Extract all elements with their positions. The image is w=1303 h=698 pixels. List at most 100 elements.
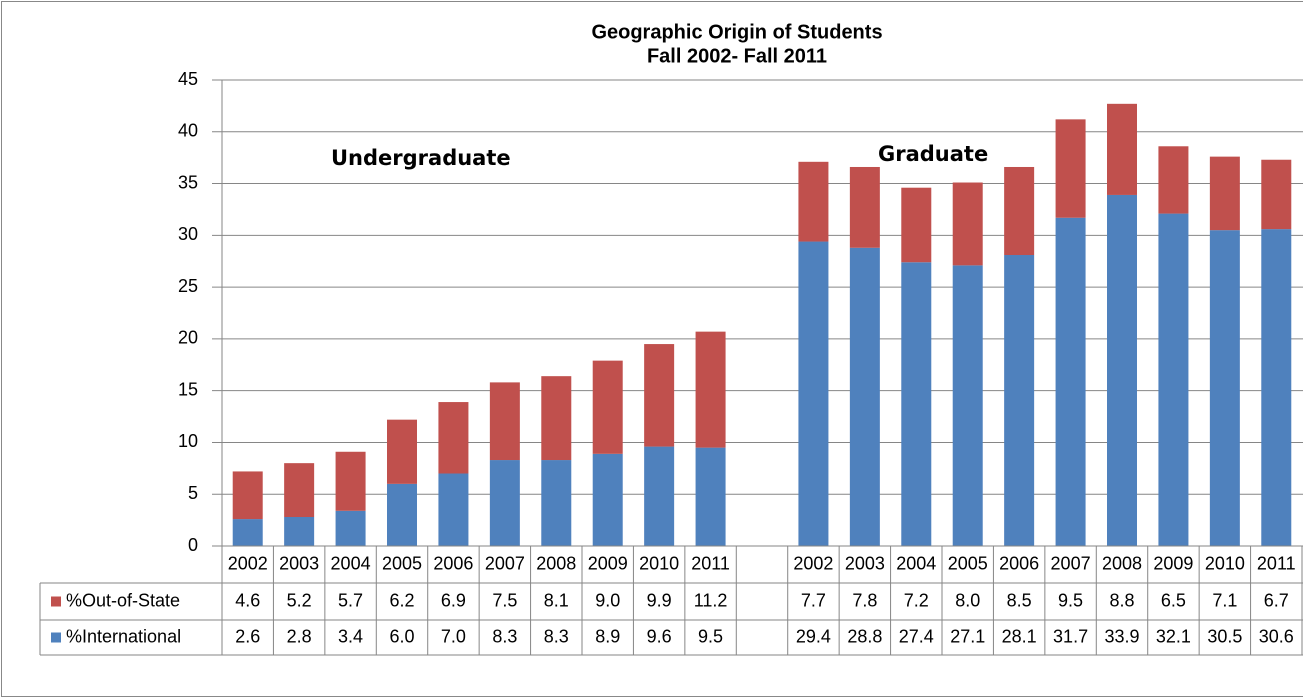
table-value: 31.7 <box>1053 626 1088 646</box>
x-tick-label: 2002 <box>228 553 268 573</box>
bar-segment <box>1055 119 1086 218</box>
table-value: 2.8 <box>287 626 312 646</box>
y-tick-label: 0 <box>188 535 198 555</box>
x-tick-label: 2003 <box>279 553 319 573</box>
bar-segment <box>1004 166 1035 256</box>
table-value: 6.5 <box>1161 590 1186 610</box>
x-tick-label: 2009 <box>588 553 628 573</box>
y-tick-label: 40 <box>178 121 198 141</box>
bar-segment <box>335 451 366 511</box>
table-value: 7.0 <box>441 626 466 646</box>
table-value: 6.2 <box>389 590 414 610</box>
x-tick-label: 2007 <box>485 553 525 573</box>
bar-segment <box>592 453 623 546</box>
table-value: 9.0 <box>595 590 620 610</box>
table-value: 8.1 <box>544 590 569 610</box>
y-tick-label: 25 <box>178 276 198 296</box>
bar-segment <box>387 483 417 546</box>
bar-segment <box>1107 103 1137 195</box>
bar-segment <box>387 419 417 484</box>
bar-segment <box>644 446 675 546</box>
table-value: 7.5 <box>492 590 517 610</box>
bar-segment <box>849 247 880 546</box>
table-value: 8.3 <box>544 626 569 646</box>
x-tick-label: 2008 <box>1102 553 1142 573</box>
legend-key <box>51 632 61 643</box>
x-tick-label: 2008 <box>536 553 576 573</box>
bar-segment <box>1158 146 1189 214</box>
table-value: 3.4 <box>338 626 363 646</box>
x-tick-label: 2005 <box>948 553 988 573</box>
bar-segment <box>438 473 469 546</box>
chart-title: Geographic Origin of Students <box>591 21 882 43</box>
y-tick-label: 30 <box>178 224 198 244</box>
annotation: Graduate <box>878 142 988 166</box>
bar-segment <box>901 262 932 546</box>
table-value: 5.2 <box>287 590 312 610</box>
x-tick-label: 2004 <box>331 553 371 573</box>
y-tick-label: 45 <box>178 69 198 89</box>
table-value: 30.5 <box>1207 626 1242 646</box>
table-value: 28.8 <box>847 626 882 646</box>
x-tick-label: 2006 <box>433 553 473 573</box>
table-value: 29.4 <box>796 626 831 646</box>
table-value: 5.7 <box>338 590 363 610</box>
table-value: 33.9 <box>1104 626 1139 646</box>
bar-segment <box>695 331 726 448</box>
table-value: 7.1 <box>1212 590 1237 610</box>
bar-segment <box>232 471 263 520</box>
x-tick-label: 2006 <box>999 553 1039 573</box>
bar-segment <box>489 460 520 546</box>
bar-segment <box>1209 230 1240 546</box>
x-tick-label: 2011 <box>691 553 730 573</box>
bar-segment <box>335 510 366 546</box>
table-value: 6.0 <box>389 626 414 646</box>
table-value: 9.5 <box>698 626 723 646</box>
table-value: 9.5 <box>1058 590 1083 610</box>
bar-segment <box>644 344 675 447</box>
table-value: 28.1 <box>1002 626 1037 646</box>
x-tick-label: 2004 <box>896 553 936 573</box>
bar-segment <box>541 460 572 546</box>
table-value: 11.2 <box>694 590 728 610</box>
table-value: 8.3 <box>492 626 517 646</box>
table-value: 8.9 <box>595 626 620 646</box>
bar-segment <box>592 360 623 454</box>
legend-label: %Out-of-State <box>66 590 180 610</box>
bar-segment <box>1004 255 1035 546</box>
table-value: 9.6 <box>647 626 672 646</box>
table-value: 7.7 <box>801 590 826 610</box>
x-tick-label: 2010 <box>639 553 679 573</box>
x-tick-label: 2011 <box>1257 553 1296 573</box>
bar-segment <box>952 182 983 266</box>
bar-segment <box>695 447 726 546</box>
bar-segment <box>901 187 932 263</box>
bar-segment <box>541 376 572 461</box>
y-tick-label: 35 <box>178 172 198 192</box>
bar-segment <box>284 463 315 518</box>
bar-segment <box>798 161 829 242</box>
bar-segment <box>232 519 263 546</box>
table-value: 30.6 <box>1259 626 1294 646</box>
table-value: 8.8 <box>1109 590 1134 610</box>
y-tick-label: 10 <box>178 431 198 451</box>
bar-segment <box>1055 217 1086 546</box>
y-tick-label: 20 <box>178 328 198 348</box>
table-value: 6.7 <box>1264 590 1289 610</box>
table-value: 8.5 <box>1007 590 1032 610</box>
y-tick-label: 15 <box>178 379 198 399</box>
table-value: 4.6 <box>235 590 260 610</box>
bar-segment <box>798 241 829 546</box>
table-value: 32.1 <box>1156 626 1191 646</box>
annotation: Undergraduate <box>331 146 511 170</box>
bar-segment <box>952 265 983 546</box>
bar-segment <box>1107 194 1137 547</box>
x-tick-label: 2002 <box>793 553 833 573</box>
table-value: 7.2 <box>904 590 929 610</box>
table-value: 27.4 <box>899 626 934 646</box>
bar-segment <box>1261 159 1292 230</box>
table-value: 7.8 <box>852 590 877 610</box>
bar-segment <box>1209 156 1240 231</box>
